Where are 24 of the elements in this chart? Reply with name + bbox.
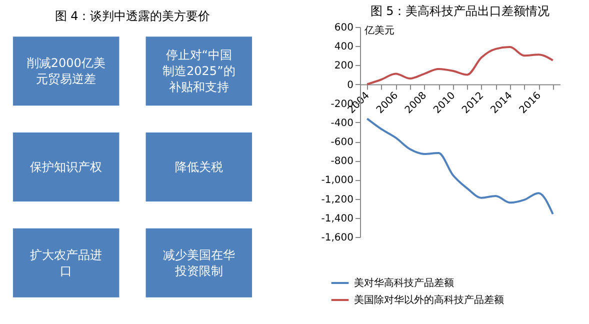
legend-label: 美国除对华以外的高科技产品差额 (354, 294, 504, 306)
legend-label: 美对华高科技产品差额 (354, 277, 454, 289)
y-tick-label: -1,600 (321, 232, 354, 244)
text: 降低关税 (174, 160, 223, 174)
text: 扩大农产品进口 (30, 248, 102, 278)
y-tick-label: -1,400 (321, 213, 354, 224)
chart-title: 图 5：美高科技产品出口差额情况 (370, 4, 550, 18)
y-axis-title: 亿美元 (364, 24, 394, 36)
y-tick-label: -1,000 (321, 175, 354, 186)
y-tick-label: 400 (334, 42, 354, 53)
y-tick-label: -800 (330, 156, 354, 168)
text: 保护知识产权 (30, 160, 102, 174)
y-tick-label: -400 (330, 118, 354, 129)
text: 减少美国在华投资限制 (162, 248, 235, 278)
text: 图 4：谈判中透露的美方要价 (54, 9, 210, 23)
y-tick-label: -600 (330, 137, 354, 148)
y-tick-label: 600 (334, 22, 354, 34)
text: 削减2000亿美元贸易逆差 (26, 56, 106, 86)
line-series (366, 118, 554, 216)
line-series (366, 46, 554, 86)
y-tick-label: 0 (347, 80, 354, 91)
text: 停止对“中国制造2025”的补贴和支持 (162, 48, 236, 94)
y-tick-label: 200 (334, 60, 354, 72)
y-tick-label: -1,200 (321, 194, 354, 206)
